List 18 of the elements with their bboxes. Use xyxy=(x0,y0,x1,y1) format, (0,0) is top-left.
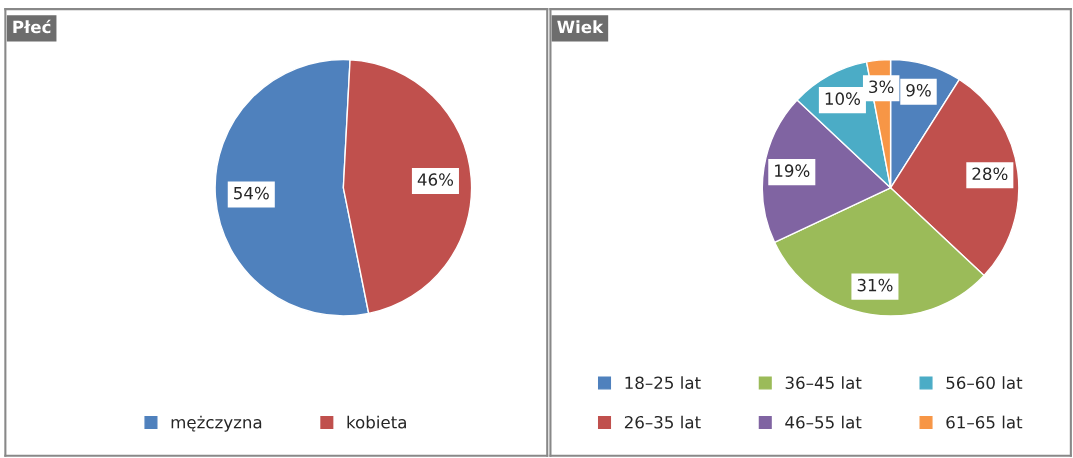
legend-label: 56–60 lat xyxy=(946,376,1023,390)
data-label: 54% xyxy=(234,186,269,200)
chart-title: Wiek xyxy=(557,20,604,34)
data-label: 3% xyxy=(869,80,894,94)
legend-label: 46–55 lat xyxy=(785,415,862,429)
legend-label: 18–25 lat xyxy=(625,376,701,390)
legend-label: 61–65 lat xyxy=(946,415,1023,429)
data-label: 28% xyxy=(972,167,1008,181)
legend-label: 36–45 lat xyxy=(785,376,862,390)
chart-title: Płeć xyxy=(13,19,51,34)
data-label: 31% xyxy=(857,278,893,292)
legend-label: kobieta xyxy=(347,415,406,429)
legend-label: 26–35 lat xyxy=(624,415,701,429)
legend-label: mężczyzna xyxy=(171,415,262,432)
data-label: 10% xyxy=(825,92,860,105)
data-label: 46% xyxy=(417,173,454,186)
data-label: 9% xyxy=(906,83,931,97)
data-label: 19% xyxy=(775,164,810,177)
